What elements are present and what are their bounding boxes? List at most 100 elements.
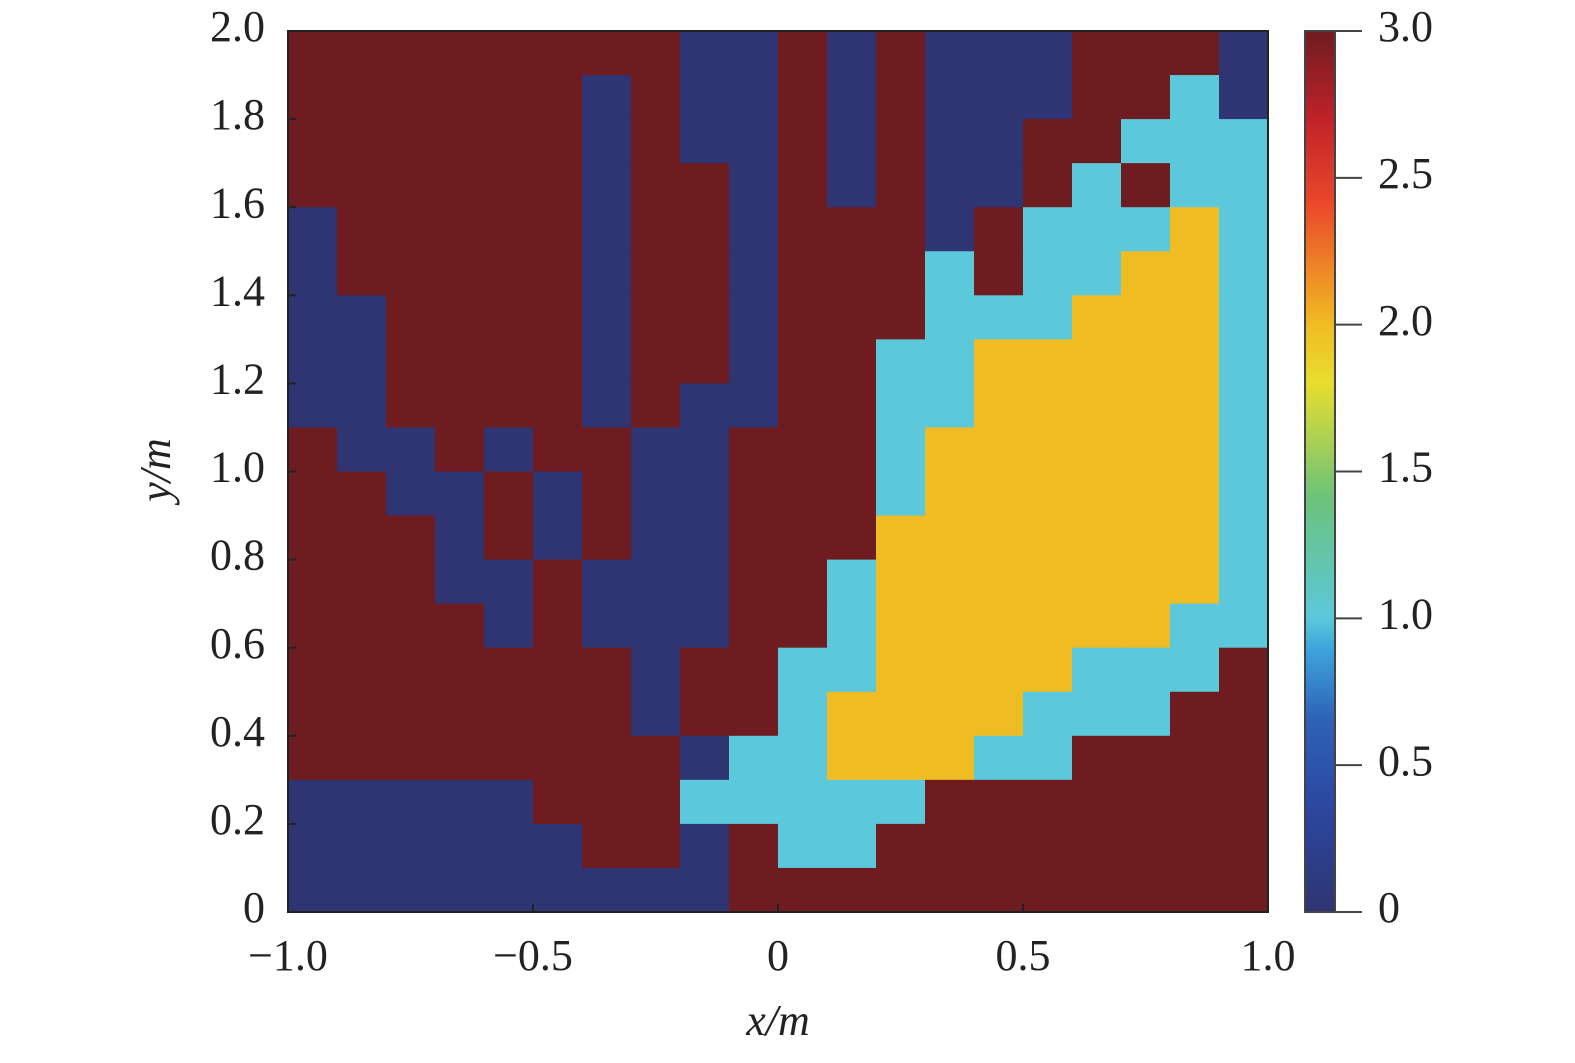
- heatmap-cell: [1219, 31, 1269, 76]
- heatmap-cell: [876, 559, 926, 605]
- heatmap-cell: [484, 603, 534, 649]
- heatmap-cell: [1121, 207, 1171, 252]
- heatmap-cell: [288, 427, 338, 473]
- heatmap-cell: [386, 603, 436, 649]
- heatmap-cell: [827, 383, 877, 429]
- heatmap-cell: [533, 163, 583, 208]
- heatmap-cell: [288, 515, 338, 561]
- heatmap-cell: [631, 471, 681, 517]
- heatmap-cell: [974, 471, 1024, 517]
- heatmap-cell: [1023, 31, 1073, 76]
- heatmap-cell: [631, 647, 681, 693]
- heatmap-cell: [1219, 559, 1269, 605]
- heatmap-cell: [778, 603, 828, 649]
- heatmap-cell: [1023, 691, 1073, 737]
- heatmap-cell: [827, 427, 877, 473]
- heatmap-cell: [1170, 647, 1220, 693]
- heatmap-cell: [1121, 735, 1171, 781]
- heatmap-cell: [1023, 339, 1073, 384]
- heatmap-cell: [680, 427, 730, 473]
- heatmap-cell: [582, 163, 632, 208]
- heatmap-cell: [778, 647, 828, 693]
- colorbar-tick-label: 0: [1378, 883, 1400, 932]
- heatmap-cell: [386, 339, 436, 384]
- heatmap-cell: [386, 207, 436, 252]
- heatmap-cell: [533, 691, 583, 737]
- heatmap-cell: [1023, 427, 1073, 473]
- heatmap-cell: [484, 295, 534, 340]
- heatmap-cell: [1121, 339, 1171, 384]
- x-axis-label: x/m: [745, 996, 810, 1045]
- heatmap-cell: [582, 207, 632, 252]
- heatmap-cell: [974, 779, 1024, 825]
- heatmap-cell: [827, 163, 877, 208]
- heatmap-cell: [337, 515, 387, 561]
- heatmap-cell: [876, 647, 926, 693]
- y-tick-label: 0.4: [210, 707, 265, 756]
- heatmap-cell: [925, 779, 975, 825]
- heatmap-cell: [1219, 823, 1269, 869]
- heatmap-cell: [925, 867, 975, 913]
- heatmap-cell: [1170, 735, 1220, 781]
- heatmap-cell: [778, 559, 828, 605]
- heatmap-cell: [925, 427, 975, 473]
- heatmap-cell: [876, 779, 926, 825]
- heatmap-cell: [1072, 515, 1122, 561]
- heatmap-cell: [1121, 75, 1171, 120]
- heatmap-cell: [631, 251, 681, 296]
- heatmap-cell: [876, 735, 926, 781]
- heatmap-cell: [533, 559, 583, 605]
- heatmap-cell: [680, 207, 730, 252]
- heatmap-cell: [729, 427, 779, 473]
- heatmap-cell: [288, 823, 338, 869]
- heatmap-cell: [827, 559, 877, 605]
- heatmap-cell: [435, 119, 485, 164]
- heatmap-cell: [925, 119, 975, 164]
- heatmap-cell: [1023, 251, 1073, 296]
- heatmap-cell: [288, 559, 338, 605]
- x-tick-label: 0: [767, 931, 789, 980]
- heatmap-cell: [876, 339, 926, 384]
- heatmap-cell: [484, 207, 534, 252]
- heatmap-cell: [680, 867, 730, 913]
- heatmap-cell: [827, 647, 877, 693]
- heatmap-cell: [778, 691, 828, 737]
- heatmap-cell: [925, 383, 975, 429]
- heatmap-cell: [1170, 163, 1220, 208]
- heatmap-cell: [974, 647, 1024, 693]
- heatmap-cell: [582, 647, 632, 693]
- heatmap-cell: [1023, 779, 1073, 825]
- heatmap-cell: [925, 823, 975, 869]
- heatmap-cell: [827, 515, 877, 561]
- heatmap-cell: [288, 867, 338, 913]
- heatmap-cell: [729, 779, 779, 825]
- heatmap-cell: [680, 251, 730, 296]
- heatmap-cell: [631, 735, 681, 781]
- heatmap-cell: [925, 471, 975, 517]
- heatmap-cell: [778, 207, 828, 252]
- heatmap-cell: [533, 471, 583, 517]
- heatmap-cell: [386, 119, 436, 164]
- x-tick-label: −0.5: [493, 931, 573, 980]
- heatmap-cell: [778, 735, 828, 781]
- heatmap-cell: [1023, 647, 1073, 693]
- heatmap-cell: [925, 295, 975, 340]
- heatmap-cell: [680, 471, 730, 517]
- heatmap-cell: [386, 295, 436, 340]
- heatmap-cell: [631, 207, 681, 252]
- heatmap-cell: [876, 295, 926, 340]
- heatmap-cell: [827, 251, 877, 296]
- heatmap-cell: [925, 647, 975, 693]
- heatmap-cell: [1219, 295, 1269, 340]
- heatmap-cell: [631, 75, 681, 120]
- heatmap-cell: [1121, 779, 1171, 825]
- heatmap-cell: [1121, 163, 1171, 208]
- heatmap-cell: [1023, 735, 1073, 781]
- heatmap-cell: [680, 779, 730, 825]
- heatmap-cell: [582, 339, 632, 384]
- heatmap-cell: [631, 383, 681, 429]
- heatmap-cell: [1170, 295, 1220, 340]
- heatmap-cell: [925, 339, 975, 384]
- heatmap-cell: [288, 119, 338, 164]
